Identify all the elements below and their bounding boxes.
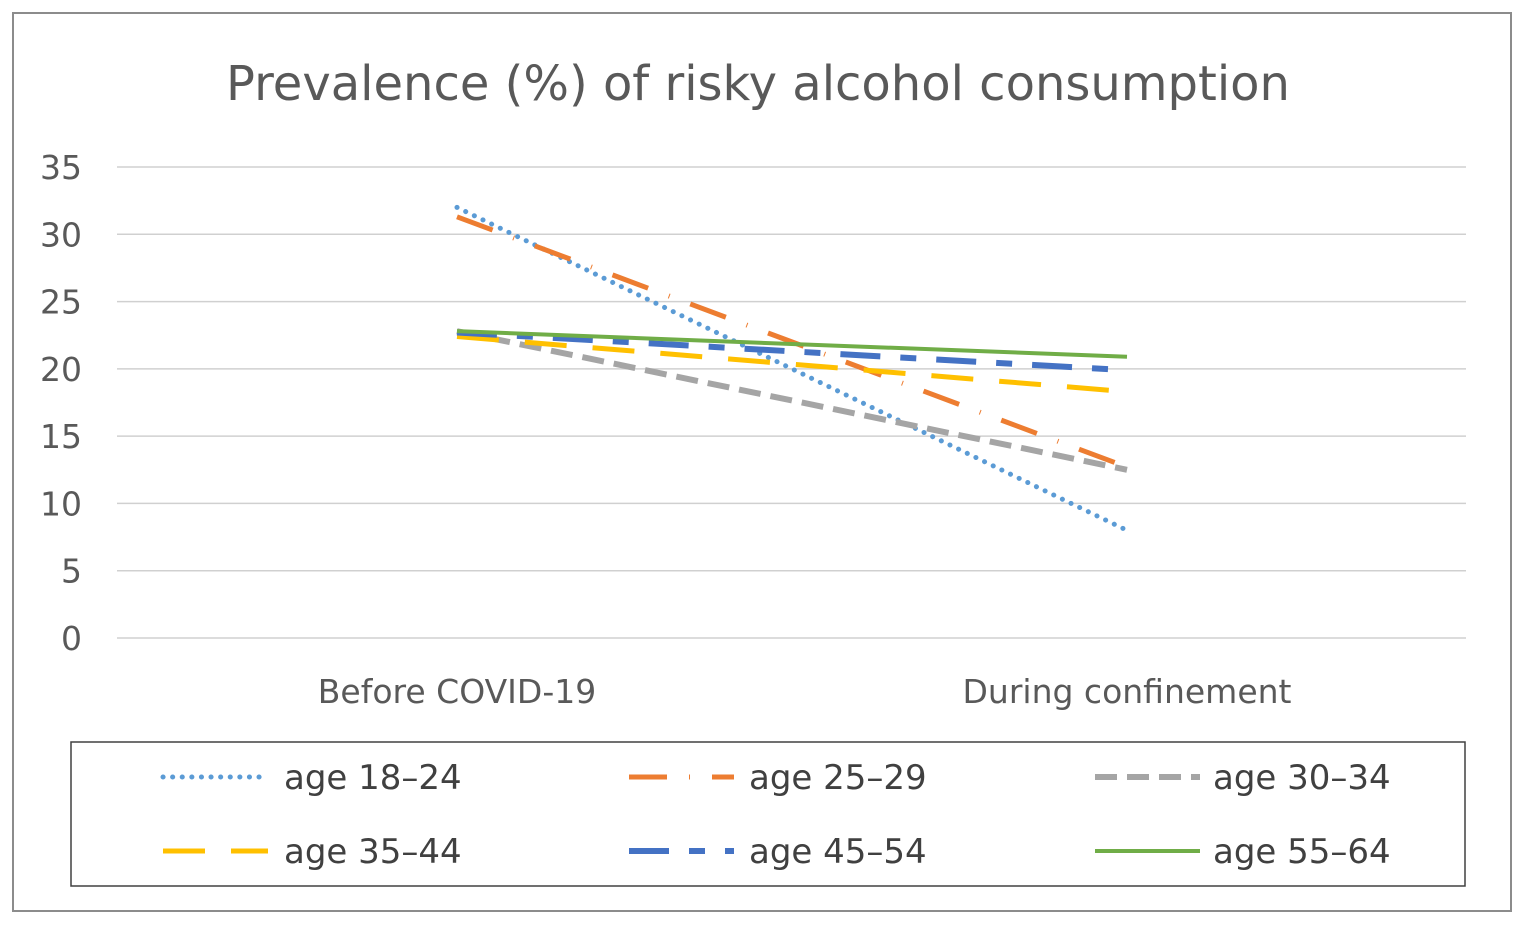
y-tick-label: 35 xyxy=(40,148,82,187)
legend-label: age 18–24 xyxy=(284,758,462,798)
x-category-label: Before COVID-19 xyxy=(318,672,596,711)
y-tick-label: 5 xyxy=(61,552,82,591)
legend-box xyxy=(70,741,1466,887)
legend-label: age 45–54 xyxy=(749,832,927,872)
y-tick-label: 10 xyxy=(40,484,82,523)
y-tick-label: 30 xyxy=(40,215,82,254)
y-tick-label: 0 xyxy=(61,619,82,658)
legend-label: age 55–64 xyxy=(1213,832,1391,872)
gridlines xyxy=(117,166,1466,639)
series-line-3 xyxy=(456,334,1128,395)
y-axis-ticks: 0 5 10 15 20 25 30 35 xyxy=(40,148,82,658)
series-lines xyxy=(454,204,1130,533)
series-line-1 xyxy=(456,214,1128,470)
series-line-2 xyxy=(456,328,1128,473)
y-tick-label: 20 xyxy=(40,350,82,389)
chart-title: Prevalence (%) of risky alcohol consumpt… xyxy=(226,56,1290,112)
legend: age 18–24 age 25–29 age 30–34 age 35–44 age … xyxy=(160,758,1391,872)
legend-label: age 35–44 xyxy=(284,832,462,872)
x-category-label: During confinement xyxy=(963,672,1292,711)
y-tick-label: 25 xyxy=(40,283,82,322)
chart-frame xyxy=(12,12,1512,912)
series-line-5 xyxy=(456,329,1128,359)
series-line-4 xyxy=(456,329,1128,374)
y-tick-label: 15 xyxy=(40,417,82,456)
series-line-0 xyxy=(454,204,1130,533)
x-axis-categories: Before COVID-19 During confinement xyxy=(318,672,1292,711)
legend-label: age 25–29 xyxy=(749,758,927,798)
legend-label: age 30–34 xyxy=(1213,758,1391,798)
